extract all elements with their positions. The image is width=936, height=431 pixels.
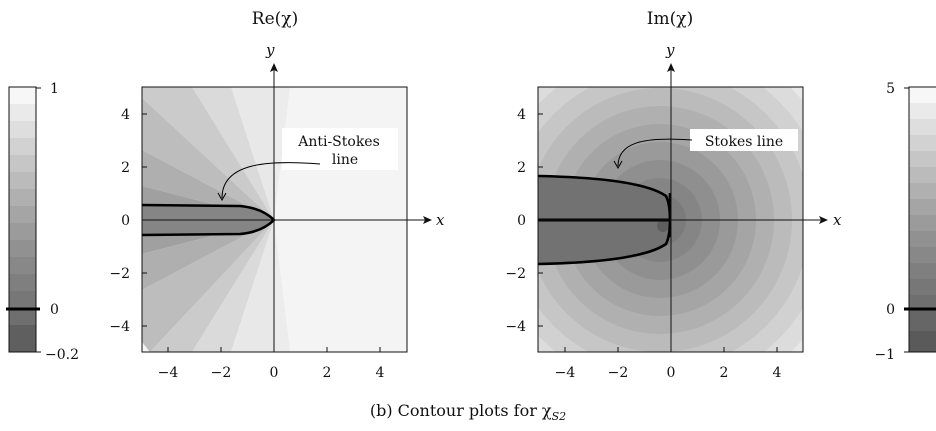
im-yaxis-label: y <box>665 41 675 59</box>
colorbar-re-tick-top: 1 <box>50 81 59 97</box>
im-yticks: 4 2 0 −2 −4 <box>505 107 543 335</box>
re-chart-title: Re(χ) <box>252 9 298 29</box>
colorbar-im-tick-top: 5 <box>886 81 895 97</box>
im-xtick-label: 4 <box>773 365 782 381</box>
im-ytick-label: 2 <box>517 160 526 176</box>
re-xtick-label: −4 <box>158 365 179 381</box>
im-ytick-label: 0 <box>517 213 526 229</box>
im-xaxis-label: x <box>833 211 842 229</box>
figure-caption: (b) Contour plots for χS2 <box>370 401 566 423</box>
re-ytick-label: −4 <box>109 319 130 335</box>
colorbar-im-tick-zero: 0 <box>886 302 895 318</box>
re-xtick-label: 4 <box>376 365 385 381</box>
im-ytick-label: 4 <box>517 107 526 123</box>
colorbar-im: 5 0 −1 <box>874 81 936 363</box>
re-xaxis-label: x <box>436 211 445 229</box>
anti-stokes-label-line2: line <box>332 152 358 168</box>
im-xtick-label: 0 <box>667 365 676 381</box>
stokes-annotation: Stokes line <box>613 129 798 170</box>
panel-im: x y Im(χ) −4 −2 0 2 4 4 2 0 −2 −4 St <box>505 9 842 381</box>
re-yaxis-label: y <box>265 41 275 59</box>
re-xtick-label: −2 <box>211 365 232 381</box>
re-yticks: 4 2 0 −2 −4 <box>109 107 147 335</box>
re-ytick-label: 4 <box>121 107 130 123</box>
im-chart-title: Im(χ) <box>647 9 693 29</box>
re-xticks: −4 −2 0 2 4 <box>158 347 385 381</box>
colorbar-re-tick-bottom: −0.2 <box>45 347 79 363</box>
anti-stokes-annotation: Anti-Stokes line <box>217 128 398 202</box>
re-ytick-label: 0 <box>121 213 130 229</box>
colorbar-re: 1 0 −0.2 <box>6 81 79 363</box>
im-xtick-label: 2 <box>720 365 729 381</box>
caption-text: (b) Contour plots for χ <box>370 401 552 420</box>
re-ytick-label: 2 <box>121 160 130 176</box>
im-xtick-label: −2 <box>608 365 629 381</box>
im-ytick-label: −4 <box>505 319 526 335</box>
colorbar-re-tick-zero: 0 <box>50 302 59 318</box>
caption-subscript: S2 <box>552 410 567 423</box>
re-ytick-label: −2 <box>109 266 130 282</box>
panel-re: x y Re(χ) −4 −2 0 2 4 4 2 0 −2 −4 An <box>109 9 445 381</box>
colorbar-im-tick-bottom: −1 <box>874 347 895 363</box>
stokes-label: Stokes line <box>705 134 783 150</box>
im-xtick-label: −4 <box>555 365 576 381</box>
re-xtick-label: 0 <box>270 365 279 381</box>
anti-stokes-label-line1: Anti-Stokes <box>297 134 380 150</box>
im-ytick-label: −2 <box>505 266 526 282</box>
im-xticks: −4 −2 0 2 4 <box>555 347 782 381</box>
re-xtick-label: 2 <box>323 365 332 381</box>
